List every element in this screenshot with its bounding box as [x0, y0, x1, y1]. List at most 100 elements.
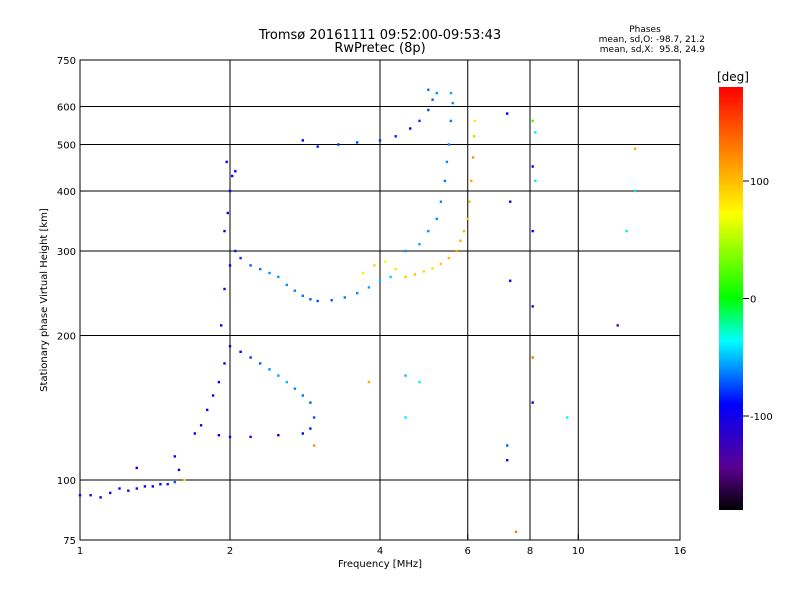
echo-point: [118, 487, 121, 490]
echo-point: [151, 485, 154, 488]
echo-point: [228, 345, 232, 348]
echo-point: [268, 368, 271, 371]
echo-point: [234, 249, 237, 253]
echo-point: [431, 267, 434, 270]
y-tick-label: 200: [57, 332, 76, 343]
echo-point: [531, 401, 534, 404]
echo-point: [193, 432, 196, 435]
echo-point: [470, 179, 473, 183]
x-axis-label: Frequency [MHz]: [338, 559, 422, 570]
echo-point: [231, 174, 234, 178]
echo-point: [309, 298, 312, 301]
echo-point: [228, 189, 232, 193]
echo-point: [356, 141, 359, 144]
echo-point: [404, 374, 407, 377]
echo-point: [223, 229, 226, 233]
echo-point: [422, 270, 426, 273]
echo-point: [159, 483, 162, 486]
echo-point: [435, 217, 438, 221]
echo-point: [109, 491, 112, 495]
echo-point: [506, 459, 509, 462]
echo-point: [135, 487, 138, 490]
echo-point: [301, 394, 304, 397]
echo-point: [293, 387, 297, 390]
echo-point: [466, 217, 469, 221]
echo-point: [226, 211, 229, 215]
y-tick-label: 500: [57, 141, 76, 152]
echo-point: [223, 287, 226, 291]
colorbar-gradient: [719, 87, 743, 510]
echo-point: [330, 299, 333, 302]
x-tick-label: 10: [572, 546, 585, 557]
echo-point: [312, 416, 316, 419]
echo-point: [514, 530, 518, 533]
echo-point: [177, 468, 181, 472]
echo-point: [378, 139, 382, 142]
colorbar-tick-label: 0: [750, 295, 756, 306]
echo-point: [249, 435, 252, 439]
echo-point: [143, 485, 147, 488]
echo-point: [223, 362, 226, 365]
echo-point: [309, 401, 312, 404]
echo-point: [389, 275, 392, 279]
echo-point: [173, 480, 176, 484]
echo-point: [455, 249, 458, 253]
echo-point: [309, 427, 312, 430]
echo-point: [431, 98, 434, 101]
y-axis-ticks: 75 100 200 300 400 500 600 750: [57, 56, 680, 547]
x-axis-ticks: 1 2 4 6 8 10 16: [77, 534, 686, 557]
echo-point: [472, 135, 476, 138]
echo-point: [616, 324, 619, 327]
echo-point: [473, 119, 476, 123]
echo-point: [217, 434, 221, 437]
echo-point: [301, 139, 304, 142]
echo-point: [316, 299, 319, 303]
echo-point: [445, 160, 449, 164]
echo-point: [316, 145, 319, 148]
x-tick-label: 8: [527, 546, 533, 557]
echo-point: [468, 200, 471, 203]
echo-point: [439, 262, 443, 266]
echo-point: [447, 256, 451, 260]
colorbar-tick-label: -100: [750, 412, 773, 423]
echo-point: [413, 273, 417, 276]
echo-point: [418, 380, 421, 384]
echo-point: [449, 91, 453, 95]
echo-point: [259, 267, 262, 271]
echo-point: [633, 147, 637, 150]
echo-point: [435, 91, 438, 95]
echo-point: [418, 119, 421, 123]
x-tick-label: 4: [377, 546, 383, 557]
echo-point: [249, 264, 252, 267]
y-tick-label: 75: [63, 536, 76, 547]
y-tick-label: 750: [57, 56, 76, 67]
echo-point: [220, 324, 223, 327]
echo-point: [356, 292, 359, 295]
echo-point: [183, 478, 186, 482]
echo-point: [459, 239, 462, 242]
y-tick-label: 300: [57, 247, 76, 258]
echo-point: [249, 356, 252, 359]
echo-point: [451, 101, 454, 105]
echo-point: [531, 165, 534, 168]
echo-point: [534, 179, 537, 183]
echo-point: [534, 131, 537, 134]
echo-point: [234, 170, 237, 173]
plot-area: 1 2 4 6 8 10 16 75 100 200 300 400 500 600 750: [57, 56, 686, 557]
x-tick-label: 1: [77, 546, 83, 557]
echo-point: [449, 119, 453, 123]
echo-point: [277, 434, 280, 437]
echo-point: [531, 119, 534, 123]
echo-point: [625, 229, 628, 233]
echo-point: [285, 380, 288, 384]
echo-point: [531, 356, 534, 359]
echo-point: [173, 455, 176, 458]
echo-point: [206, 408, 209, 412]
echo-point: [217, 380, 221, 384]
echo-point: [394, 267, 397, 271]
echo-point: [99, 496, 102, 499]
colorbar: [deg] 100 0 -100: [717, 70, 773, 510]
echo-point: [312, 444, 316, 447]
echo-point: [268, 271, 271, 275]
